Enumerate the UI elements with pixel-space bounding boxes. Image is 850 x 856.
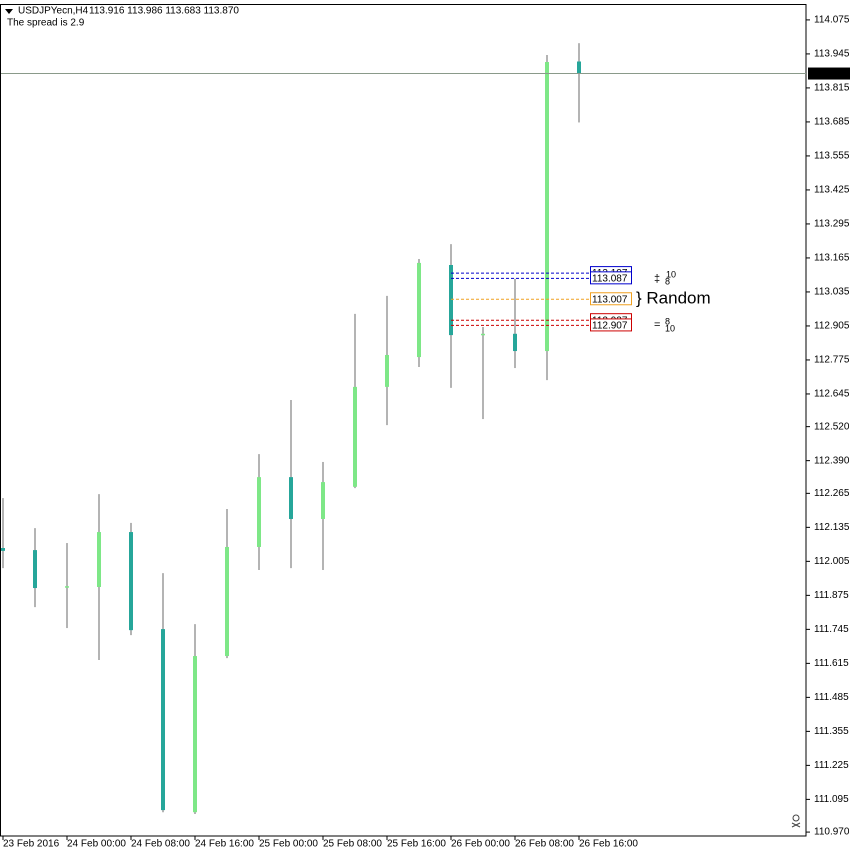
candle-body (385, 354, 389, 387)
y-tick-label: 111.095 (814, 794, 849, 805)
y-tick-label: 110.970 (814, 827, 850, 838)
y-tick-label: 113.165 (814, 253, 850, 264)
annotation: 8 (665, 276, 670, 286)
candle-body (97, 532, 101, 587)
candle-body (65, 586, 69, 588)
x-tick-label: 24 Feb 16:00 (195, 839, 254, 850)
y-tick-label: 111.745 (814, 624, 849, 635)
annotation: 10 (666, 269, 676, 279)
candle-body (417, 262, 421, 358)
x-tick-label: 24 Feb 08:00 (131, 839, 190, 850)
level-label: 112.907 (592, 321, 628, 332)
annotation: = (654, 319, 660, 331)
x-tick-label: 26 Feb 00:00 (451, 839, 510, 850)
y-tick-label: 113.035 (814, 287, 850, 298)
candle-body (193, 656, 197, 813)
candle-body (1, 548, 5, 551)
candle-body (513, 333, 517, 352)
candle-body (257, 477, 261, 547)
y-tick-label: 114.075 (814, 15, 850, 26)
y-tick-label: 111.225 (814, 760, 849, 771)
level-label: 113.087 (592, 273, 628, 284)
price-box (808, 67, 850, 80)
x-tick-label: 25 Feb 00:00 (259, 839, 318, 850)
y-tick-label: 113.815 (814, 83, 850, 94)
y-tick-label: 112.775 (814, 355, 850, 366)
candle-body (577, 61, 581, 74)
price-label: 113.870 (812, 69, 848, 80)
level-label: 113.007 (592, 294, 628, 305)
x-tick-label: 25 Feb 16:00 (387, 839, 446, 850)
x-tick-label: 25 Feb 08:00 (323, 839, 382, 850)
annotation: 8 (665, 316, 670, 326)
plot-frame (0, 4, 807, 837)
y-tick-label: 111.355 (814, 726, 849, 737)
y-tick-label: 113.685 (814, 117, 850, 128)
x-tick-label: 23 Feb 2016 (3, 839, 60, 850)
y-tick-label: 112.265 (814, 488, 850, 499)
y-tick-label: 113.945 (814, 49, 850, 60)
candle-body (321, 482, 325, 519)
candle-body (481, 333, 485, 336)
level-box (590, 271, 632, 285)
level-box (590, 318, 632, 332)
skull-icon (791, 814, 801, 828)
annotation: } Random (636, 288, 711, 307)
annotation: ‡ (654, 273, 660, 285)
candle-body (289, 477, 293, 519)
y-tick-label: 111.485 (814, 692, 849, 703)
x-tick-label: 26 Feb 08:00 (515, 839, 574, 850)
y-tick-label: 113.295 (814, 219, 850, 230)
candle-body (225, 546, 229, 657)
level-box (590, 292, 632, 306)
y-tick-label: 112.520 (814, 421, 850, 432)
y-tick-label: 112.005 (814, 556, 850, 567)
candle-body (129, 532, 133, 631)
chart-subtitle: 113.916 113.986 113.683 113.870 (89, 6, 239, 17)
candle-body (545, 62, 549, 352)
y-tick-label: 111.875 (814, 590, 849, 601)
y-tick-label: 113.425 (814, 185, 850, 196)
y-tick-label: 111.615 (814, 658, 849, 669)
menu-arrow[interactable] (5, 9, 13, 14)
y-tick-label: 112.905 (814, 321, 850, 332)
candle-body (449, 264, 453, 336)
spread-note: The spread is 2.9 (7, 18, 85, 29)
chart-title: USDJPYecn,H4 (18, 6, 89, 17)
x-tick-label: 24 Feb 00:00 (67, 839, 126, 850)
y-tick-label: 112.645 (814, 389, 850, 400)
candle-body (353, 386, 357, 487)
candle-body (161, 629, 165, 811)
x-tick-label: 26 Feb 16:00 (579, 839, 638, 850)
y-tick-label: 112.135 (814, 522, 850, 533)
y-tick-label: 113.555 (814, 151, 850, 162)
candle-body (33, 550, 37, 589)
y-tick-label: 112.390 (814, 455, 850, 466)
annotation: 10 (665, 323, 675, 333)
